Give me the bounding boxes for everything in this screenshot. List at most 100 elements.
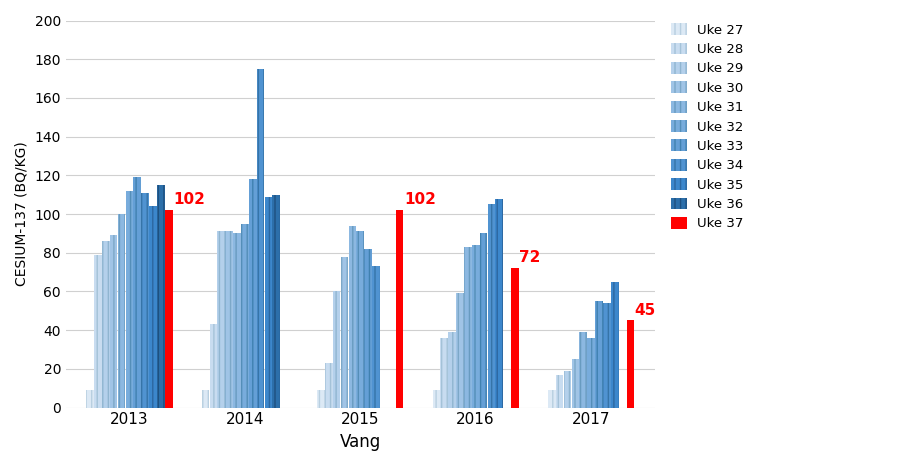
Bar <box>579 332 586 408</box>
Bar <box>364 249 371 408</box>
Text: 45: 45 <box>634 302 656 318</box>
Bar <box>110 235 117 408</box>
Bar <box>102 241 109 408</box>
Bar <box>602 303 610 408</box>
Bar <box>86 390 94 408</box>
Bar <box>594 301 602 408</box>
Bar <box>340 257 348 408</box>
Bar <box>440 338 448 408</box>
Bar <box>126 191 133 408</box>
Bar <box>94 255 102 408</box>
Bar <box>340 257 348 408</box>
Bar <box>317 390 324 408</box>
Bar <box>265 197 272 408</box>
Bar <box>487 205 495 408</box>
Bar <box>110 235 117 408</box>
Bar <box>157 185 164 408</box>
Bar <box>201 390 209 408</box>
Bar <box>372 266 379 408</box>
Bar <box>463 247 471 408</box>
Bar <box>272 195 280 408</box>
Bar <box>225 232 233 408</box>
Bar <box>324 363 332 408</box>
Bar <box>149 206 156 408</box>
Bar <box>432 390 440 408</box>
Bar <box>157 185 164 408</box>
Bar <box>471 245 479 408</box>
Bar <box>141 193 149 408</box>
Bar <box>610 282 618 408</box>
Bar <box>372 266 379 408</box>
Bar <box>265 197 272 408</box>
Bar <box>610 282 618 408</box>
Bar <box>233 233 240 408</box>
Bar <box>256 69 264 408</box>
Text: 102: 102 <box>172 192 205 207</box>
Bar <box>495 199 503 408</box>
Bar <box>324 363 332 408</box>
Bar <box>448 332 455 408</box>
Bar <box>463 247 471 408</box>
Bar <box>594 301 602 408</box>
Bar <box>356 232 364 408</box>
Bar <box>201 390 209 408</box>
Bar <box>141 193 149 408</box>
Text: 102: 102 <box>404 192 435 207</box>
Bar <box>126 191 133 408</box>
Bar <box>587 338 594 408</box>
Bar <box>94 255 102 408</box>
Bar <box>209 324 217 408</box>
Bar <box>571 359 579 408</box>
Bar <box>555 375 563 408</box>
Bar <box>432 390 440 408</box>
Bar <box>86 390 94 408</box>
X-axis label: Vang: Vang <box>340 433 380 451</box>
Bar <box>134 177 141 408</box>
Bar <box>547 390 555 408</box>
Bar <box>256 69 264 408</box>
Bar <box>248 179 256 408</box>
Bar <box>456 294 463 408</box>
Bar <box>209 324 217 408</box>
Bar <box>579 332 586 408</box>
Bar <box>117 214 126 408</box>
Bar <box>102 241 109 408</box>
Bar <box>456 294 463 408</box>
Bar <box>149 206 156 408</box>
Legend: Uke 27, Uke 28, Uke 29, Uke 30, Uke 31, Uke 32, Uke 33, Uke 34, Uke 35, Uke 36, : Uke 27, Uke 28, Uke 29, Uke 30, Uke 31, … <box>666 20 747 234</box>
Bar <box>332 291 340 408</box>
Bar <box>233 233 240 408</box>
Bar <box>479 233 487 408</box>
Text: 72: 72 <box>519 250 540 265</box>
Bar <box>248 179 256 408</box>
Bar <box>241 224 248 408</box>
Bar <box>448 332 455 408</box>
Bar <box>587 338 594 408</box>
Bar <box>349 226 356 408</box>
Y-axis label: CESIUM-137 (BQ/KG): CESIUM-137 (BQ/KG) <box>15 142 29 287</box>
Bar <box>471 245 479 408</box>
Bar <box>440 338 448 408</box>
Bar <box>317 390 324 408</box>
Bar <box>356 232 364 408</box>
Bar <box>602 303 610 408</box>
Bar <box>571 359 579 408</box>
Bar <box>563 371 571 408</box>
Bar <box>272 195 280 408</box>
Bar <box>225 232 233 408</box>
Bar <box>479 233 487 408</box>
Bar <box>164 210 172 408</box>
Bar <box>349 226 356 408</box>
Bar <box>563 371 571 408</box>
Bar <box>217 232 225 408</box>
Bar <box>495 199 503 408</box>
Bar <box>332 291 340 408</box>
Bar <box>396 210 403 408</box>
Bar <box>364 249 371 408</box>
Bar <box>626 321 634 408</box>
Bar <box>555 375 563 408</box>
Bar <box>547 390 555 408</box>
Bar <box>511 268 518 408</box>
Bar <box>487 205 495 408</box>
Bar <box>117 214 126 408</box>
